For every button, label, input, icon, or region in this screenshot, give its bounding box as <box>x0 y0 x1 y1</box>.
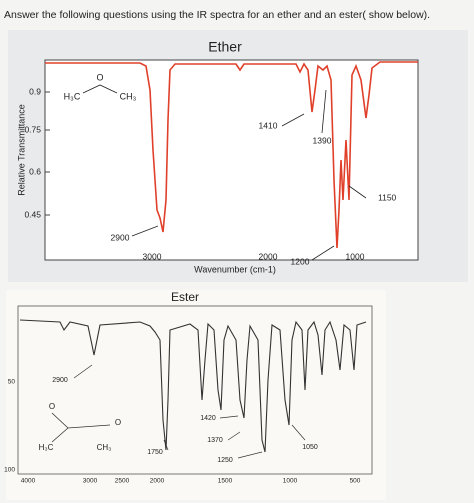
molecule-label: H₃C <box>39 443 54 452</box>
ester-spectrum <box>19 319 367 453</box>
x-tick-label: 2500 <box>115 478 130 485</box>
arrow <box>281 113 305 127</box>
molecule-label: O <box>49 402 55 411</box>
ether-x-label: Wavenumber (cm-1) <box>194 264 276 274</box>
annotation: 1370 <box>207 437 223 444</box>
y-tick-label: 100 <box>4 467 15 474</box>
arrow <box>227 431 241 441</box>
x-tick-label: 2000 <box>150 478 165 485</box>
annotation: 1420 <box>200 415 216 422</box>
annotation: 2900 <box>52 377 68 384</box>
ether-arrows <box>131 89 367 261</box>
x-tick-label: 500 <box>350 478 361 485</box>
molecule-label: H₃C <box>64 91 81 101</box>
arrow <box>348 185 367 199</box>
annotation: 1750 <box>147 449 163 456</box>
ether-spectrum <box>45 61 418 249</box>
arrow <box>219 415 239 419</box>
ether-plot-frame <box>44 59 419 261</box>
arrow <box>291 424 306 441</box>
arrow <box>321 89 327 134</box>
annotation: 1250 <box>217 457 233 464</box>
arrow <box>163 439 169 451</box>
ester-title: Ester <box>171 290 199 304</box>
ether-title: Ether <box>208 39 242 55</box>
ester-plot-frame <box>17 305 373 475</box>
arrow <box>311 245 335 261</box>
x-tick-label: 3000 <box>83 478 98 485</box>
y-tick-label: 0.75 <box>24 124 41 134</box>
y-tick-label: 0.6 <box>29 166 41 176</box>
x-tick-label: 1000 <box>346 251 365 261</box>
molecule-label: O <box>115 418 121 427</box>
annotation: 1150 <box>378 192 397 202</box>
annotation: 1200 <box>291 256 310 266</box>
y-tick-label: 0.45 <box>24 209 41 219</box>
ester-panel <box>6 290 386 500</box>
bond <box>51 427 69 443</box>
ether-y-label: Relative Transmittance <box>16 104 26 196</box>
molecule-label: CH₃ <box>120 91 137 101</box>
x-tick-label: 1500 <box>218 478 233 485</box>
x-tick-label: 2000 <box>259 251 278 261</box>
annotation: 2900 <box>111 232 130 242</box>
ester-molecule: O O H₃C CH₃ <box>39 402 122 452</box>
x-tick-label: 3000 <box>143 251 162 261</box>
ester-arrows <box>73 364 306 459</box>
y-tick-label: 50 <box>8 379 16 386</box>
annotation: 1390 <box>313 135 332 145</box>
arrow <box>131 225 159 237</box>
x-tick-label: 1000 <box>283 478 298 485</box>
annotation: 1410 <box>259 120 278 130</box>
annotation: 1050 <box>302 444 318 451</box>
molecule-label: CH₃ <box>97 443 112 452</box>
x-tick-label: 4000 <box>21 478 36 485</box>
arrow <box>73 364 93 379</box>
arrow <box>237 451 263 459</box>
question: Answer the following questions using the… <box>4 9 430 21</box>
bond <box>82 84 118 94</box>
molecule-label: O <box>96 72 103 82</box>
y-tick-label: 0.9 <box>29 86 41 96</box>
ether-molecule: H₃C O CH₃ <box>64 72 137 101</box>
